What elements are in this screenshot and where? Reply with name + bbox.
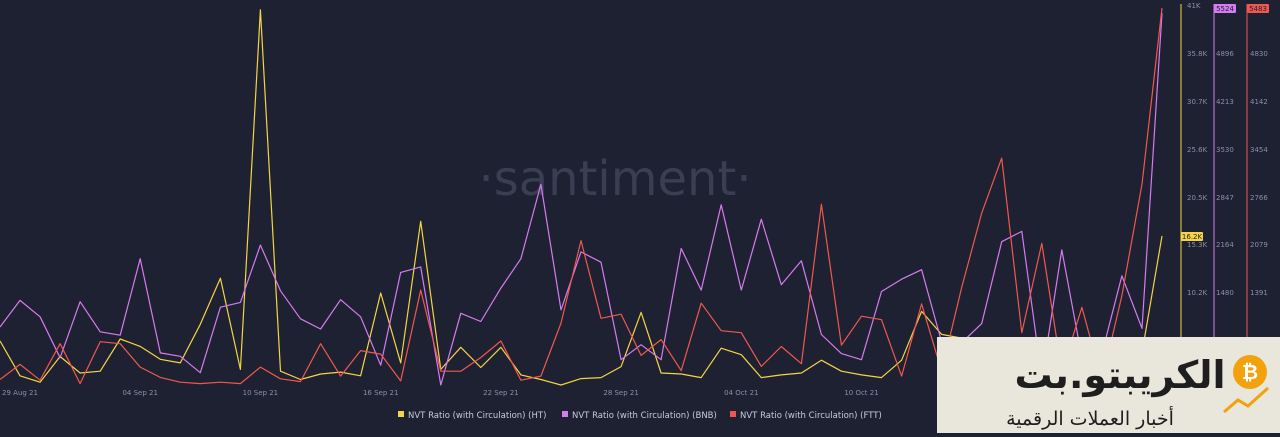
axis-tick-label: 25.6K <box>1187 146 1208 154</box>
last-value-label: 5524 <box>1216 5 1234 13</box>
x-tick-label: 22 Sep 21 <box>483 389 518 397</box>
x-tick-label: 04 Oct 21 <box>724 389 758 397</box>
last-value-badge-ht <box>1181 232 1203 242</box>
axis-tick-label: 3454 <box>1250 146 1268 154</box>
bitcoin-coin-icon <box>1233 355 1267 389</box>
axis-tick-label: 41K <box>1187 2 1201 10</box>
trend-arrow-icon <box>1223 386 1270 414</box>
x-tick-label: 10 Oct 21 <box>844 389 878 397</box>
axis-tick-label: 1480 <box>1216 289 1234 297</box>
santiment-watermark: ·santiment· <box>478 151 751 207</box>
axis-tick-label: 15.3K <box>1187 241 1208 249</box>
axis-tick-label: 3530 <box>1216 146 1234 154</box>
axis-tick-label: 2079 <box>1250 241 1268 249</box>
axis-tick-label: 16 <box>1250 0 1259 2</box>
x-tick-label: 29 Aug 21 <box>2 389 38 397</box>
legend-item-bnb[interactable]: NVT Ratio (with Circulation) (BNB) <box>562 411 717 421</box>
axis-tick-label: 10.2K <box>1187 289 1208 297</box>
axis-tick-label: 30.7K <box>1187 98 1208 106</box>
logo-brand-text: الكريبتو.بت <box>1014 353 1225 397</box>
axis-tick-label: 20.5K <box>1187 194 1208 202</box>
legend-label: NVT Ratio (with Circulation) (BNB) <box>572 411 717 421</box>
legend-swatch <box>730 411 736 417</box>
axis-tick-label: 2164 <box>1216 241 1234 249</box>
last-value-badge-ftt <box>1247 4 1269 13</box>
logo-background <box>937 337 1280 433</box>
alcrypto-logo: الكريبتو.بت أخبار العملات الرقمية ₿ <box>937 337 1280 433</box>
axis-tick-label: 4213 <box>1216 98 1234 106</box>
x-tick-label: 10 Sep 21 <box>243 389 278 397</box>
x-tick-label: 04 Sep 21 <box>122 389 157 397</box>
x-tick-label: 16 Sep 21 <box>363 389 398 397</box>
x-tick-label: 28 Sep 21 <box>603 389 638 397</box>
axis-tick-label: 4896 <box>1216 50 1234 58</box>
legend-label: NVT Ratio (with Circulation) (HT) <box>408 411 546 421</box>
legend-item-ht[interactable]: NVT Ratio (with Circulation) (HT) <box>398 411 546 421</box>
axis-tick-label: 4830 <box>1250 50 1268 58</box>
legend-item-ftt[interactable]: NVT Ratio (with Circulation) (FTT) <box>730 411 882 421</box>
legend[interactable]: NVT Ratio (with Circulation) (HT) NVT Rat… <box>398 411 882 421</box>
legend-swatch <box>562 411 568 417</box>
axis-tick-label: 2766 <box>1250 194 1268 202</box>
axis-tick-label: 2847 <box>1216 194 1234 202</box>
logo-tagline: أخبار العملات الرقمية <box>1006 406 1174 430</box>
axis-tick-label: 1391 <box>1250 289 1268 297</box>
legend-label: NVT Ratio (with Circulation) (FTT) <box>740 411 882 421</box>
last-value-label: 16.2K <box>1182 233 1203 241</box>
series-line-ftt <box>0 7 1163 385</box>
series-line-bnb <box>0 13 1163 386</box>
axis-tick-label: 35.8K <box>1187 50 1208 58</box>
legend-swatch <box>398 411 404 417</box>
axis-tick-label: 214 <box>1216 0 1230 2</box>
bitcoin-symbol-icon: ₿ <box>1242 360 1258 384</box>
last-value-label: 5483 <box>1249 5 1267 13</box>
axis-tick-label: 4142 <box>1250 98 1268 106</box>
last-value-badge-bnb <box>1214 4 1236 13</box>
